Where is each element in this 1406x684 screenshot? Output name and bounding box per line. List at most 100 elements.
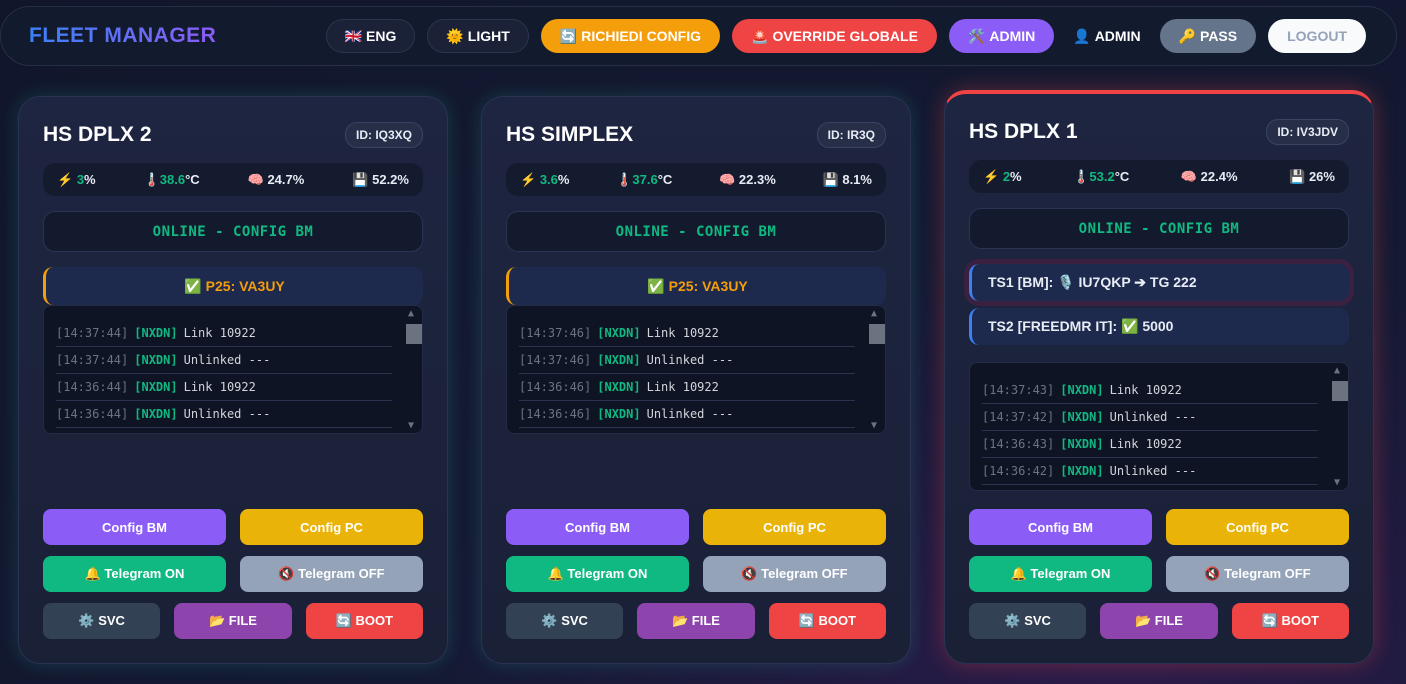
deg-unit: °C (1114, 168, 1130, 184)
request-config-label: RICHIEDI CONFIG (581, 28, 702, 44)
chevron-up-icon[interactable]: ▲ (1334, 365, 1341, 376)
floppy-icon: 💾 (822, 171, 839, 187)
mode-banner: ✅ P25: VA3UY (506, 267, 886, 305)
log-time: [14:36:44] (56, 380, 129, 394)
ram-value: 22.4% (1200, 168, 1238, 184)
log-tag: [NXDN] (134, 326, 178, 340)
status-indicator: ONLINE - CONFIG BM (43, 211, 423, 252)
chevron-down-icon[interactable]: ▼ (871, 420, 878, 431)
ram-stat: 🧠 22.4% (1181, 169, 1238, 185)
thermometer-icon: 🌡️ (616, 171, 633, 187)
disk-value: 8.1% (842, 171, 872, 187)
brain-icon: 🧠 (719, 171, 736, 187)
admin-tools-label: ADMIN (989, 28, 1036, 44)
key-icon: 🔑 (1178, 27, 1197, 44)
config-bm-button[interactable]: Config BM (506, 509, 689, 545)
log-scrollbar[interactable]: ▲ ▼ (1331, 363, 1348, 490)
telegram-off-button[interactable]: 🔇 Telegram OFF (1166, 556, 1349, 592)
temp-value: 53.2 (1089, 168, 1115, 184)
brain-icon: 🧠 (247, 171, 264, 187)
log-tag: [NXDN] (134, 353, 178, 367)
service-button[interactable]: ⚙️ SVC (43, 603, 161, 639)
user-icon: 👤 (1073, 27, 1091, 44)
telegram-on-button[interactable]: 🔔 Telegram ON (506, 556, 689, 592)
log-scrollbar[interactable]: ▲ ▼ (868, 306, 885, 433)
thermometer-icon: 🌡️ (1073, 168, 1090, 184)
telegram-on-button[interactable]: 🔔 Telegram ON (43, 556, 226, 592)
log-message: Unlinked --- (183, 407, 271, 421)
request-config-button[interactable]: 🔄 RICHIEDI CONFIG (540, 19, 721, 53)
disk-stat: 💾 26% (1289, 169, 1335, 185)
log-panel[interactable]: [14:37:43] [NXDN] Link 10922 [14:37:42] [NXD… (969, 362, 1349, 491)
log-message: Link 10922 (646, 326, 719, 340)
log-message: Unlinked --- (1109, 410, 1197, 424)
scroll-thumb[interactable] (869, 324, 885, 344)
log-tag: [NXDN] (597, 326, 641, 340)
config-pc-button[interactable]: Config PC (703, 509, 886, 545)
log-panel[interactable]: [14:37:46] [NXDN] Link 10922 [14:37:46] [NXD… (506, 305, 886, 434)
config-pc-button[interactable]: Config PC (240, 509, 423, 545)
log-row: [14:37:44] [NXDN] Unlinked --- (56, 347, 392, 374)
timeslot-1: TS1 [BM]: 🎙️ IU7QKP ➔ TG 222 (969, 264, 1349, 301)
service-button[interactable]: ⚙️ SVC (969, 603, 1087, 639)
scroll-thumb[interactable] (1332, 381, 1348, 401)
refresh-icon: 🔄 (559, 27, 578, 44)
chevron-down-icon[interactable]: ▼ (1334, 477, 1341, 488)
action-buttons: Config BM Config PC 🔔 Telegram ON 🔇 Telegr… (43, 509, 423, 639)
chevron-up-icon[interactable]: ▲ (408, 308, 415, 319)
log-time: [14:37:42] (982, 410, 1055, 424)
action-buttons: Config BM Config PC 🔔 Telegram ON 🔇 Telegr… (969, 509, 1349, 639)
file-button[interactable]: 📂 FILE (637, 603, 755, 639)
global-override-label: OVERRIDE GLOBALE (772, 28, 918, 44)
admin-tools-button[interactable]: 🛠️ ADMIN (948, 19, 1055, 53)
config-pc-button[interactable]: Config PC (1166, 509, 1349, 545)
disk-value: 26% (1308, 168, 1335, 184)
telegram-off-button[interactable]: 🔇 Telegram OFF (703, 556, 886, 592)
file-button[interactable]: 📂 FILE (174, 603, 292, 639)
config-bm-button[interactable]: Config BM (43, 509, 226, 545)
reboot-button[interactable]: 🔄 BOOT (768, 603, 886, 639)
config-bm-button[interactable]: Config BM (969, 509, 1152, 545)
log-row: [14:37:43] [NXDN] Link 10922 (982, 377, 1318, 404)
password-button[interactable]: 🔑 PASS (1159, 19, 1257, 53)
log-panel[interactable]: [14:37:44] [NXDN] Link 10922 [14:37:44] [NXD… (43, 305, 423, 434)
log-row: [14:37:42] [NXDN] Unlinked --- (982, 404, 1318, 431)
telegram-on-button[interactable]: 🔔 Telegram ON (969, 556, 1152, 592)
log-scrollbar[interactable]: ▲ ▼ (405, 306, 422, 433)
ram-stat: 🧠 24.7% (248, 172, 305, 188)
theme-button[interactable]: 🌞 LIGHT (427, 19, 529, 53)
deg-unit: °C (657, 171, 673, 187)
log-message: Link 10922 (183, 380, 256, 394)
chevron-up-icon[interactable]: ▲ (871, 308, 878, 319)
service-button[interactable]: ⚙️ SVC (506, 603, 624, 639)
log-row: [14:36:44] [NXDN] Link 10922 (56, 374, 392, 401)
check-icon: ✅ (647, 277, 665, 294)
lightning-icon: ⚡ (520, 171, 537, 187)
stats-bar: ⚡ 2% 🌡️53.2°C 🧠 22.4% 💾 26% (969, 160, 1349, 193)
reboot-button[interactable]: 🔄 BOOT (1231, 603, 1349, 639)
pct-unit: % (84, 171, 96, 187)
log-time: [14:36:42] (982, 464, 1055, 478)
user-indicator: 👤 ADMIN (1066, 19, 1147, 53)
log-message: Link 10922 (183, 326, 256, 340)
temp-value: 37.6 (632, 171, 658, 187)
floppy-icon: 💾 (1289, 168, 1306, 184)
log-time: [14:37:46] (519, 353, 592, 367)
scroll-thumb[interactable] (406, 324, 422, 344)
reboot-button[interactable]: 🔄 BOOT (305, 603, 423, 639)
log-message: Link 10922 (1109, 437, 1182, 451)
log-tag: [NXDN] (597, 407, 641, 421)
log-row: [14:36:46] [NXDN] Unlinked --- (519, 401, 855, 428)
logout-button[interactable]: LOGOUT (1268, 19, 1366, 53)
language-button[interactable]: 🇬🇧 ENG (325, 19, 416, 53)
ram-value: 22.3% (738, 171, 776, 187)
global-override-button[interactable]: 🚨 OVERRIDE GLOBALE (732, 19, 937, 53)
log-time: [14:37:44] (56, 326, 129, 340)
chevron-down-icon[interactable]: ▼ (408, 420, 415, 431)
log-tag: [NXDN] (1060, 383, 1104, 397)
log-time: [14:36:46] (519, 380, 592, 394)
log-row: [14:36:43] [NXDN] Link 10922 (982, 431, 1318, 458)
top-bar: FLEET MANAGER 🇬🇧 ENG 🌞 LIGHT 🔄 RICHIEDI CON… (0, 6, 1397, 66)
telegram-off-button[interactable]: 🔇 Telegram OFF (240, 556, 423, 592)
file-button[interactable]: 📂 FILE (1100, 603, 1218, 639)
